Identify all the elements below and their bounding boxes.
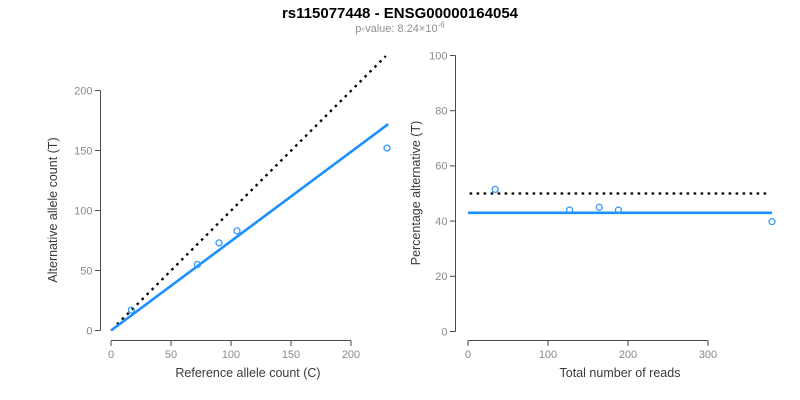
x-axis-label: Total number of reads (560, 366, 681, 380)
x-axis-label: Reference allele count (C) (175, 366, 320, 380)
data-point (383, 144, 391, 152)
y-tick-label: 100 (429, 50, 447, 62)
data-point (233, 227, 241, 235)
y-axis-label: Percentage alternative (T) (409, 121, 423, 266)
identity-dotted-line (116, 55, 387, 326)
x-tick-label: 150 (282, 349, 300, 361)
allele-count-plot: 0 50 100 150 200 0 50 100 150 200 Reference allele… (46, 55, 391, 380)
x-tick-label: 300 (699, 349, 717, 361)
data-point (768, 218, 776, 226)
y-tick-label: 20 (435, 271, 447, 283)
data-point (127, 306, 136, 314)
data-point (215, 239, 223, 247)
data-point (193, 260, 202, 269)
data-point (565, 206, 574, 214)
data-point (491, 185, 499, 194)
y-tick-label: 0 (86, 325, 92, 337)
pvalue-base: p-value: 8.24×10 (355, 23, 438, 35)
data-point (614, 206, 623, 214)
y-tick-label: 80 (435, 106, 447, 118)
y-axis-label: Alternative allele count (T) (46, 137, 60, 282)
y-tick-label: 60 (435, 161, 447, 173)
y-tick-label: 200 (74, 85, 92, 97)
y-tick-label: 50 (80, 265, 92, 277)
x-tick-label: 200 (619, 349, 637, 361)
y-tick-label: 40 (435, 216, 447, 228)
x-tick-label: 100 (222, 349, 240, 361)
x-tick-label: 0 (465, 349, 471, 361)
page-title: rs115077448 - ENSG00000164054 (281, 5, 519, 22)
y-tick-label: 100 (74, 205, 92, 217)
x-tick-label: 0 (108, 349, 114, 361)
pvalue-exponent: -6 (437, 20, 445, 30)
percentage-plot: 0 20 40 60 80 100 0 100 200 300 Total number of re… (409, 50, 776, 380)
x-tick-label: 100 (539, 349, 557, 361)
y-tick-label: 150 (74, 145, 92, 157)
y-tick-label: 0 (441, 326, 447, 338)
pvalue-subtitle: p-value: 8.24×10-6 (0, 20, 800, 35)
x-tick-label: 200 (342, 349, 360, 361)
data-point (595, 203, 603, 211)
x-tick-label: 50 (165, 349, 177, 361)
fit-solid-line (110, 123, 389, 332)
